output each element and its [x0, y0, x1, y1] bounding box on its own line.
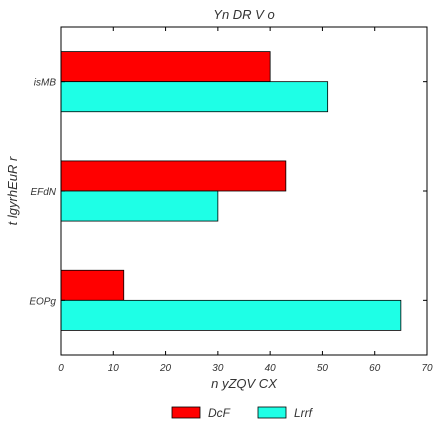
plot-frame — [60, 26, 428, 356]
chart-title: Yn DR V o — [213, 7, 274, 22]
legend-label-DcF: DcF — [208, 406, 231, 420]
legend: DcF Lrrf — [171, 406, 314, 420]
y-axis-ticks: isMB EFdN EOPg — [29, 78, 427, 307]
x-tick-label: 30 — [212, 363, 224, 374]
x-tick-label: 50 — [317, 363, 329, 374]
bar-DcF-isMB — [60, 51, 271, 83]
x-tick-label: 70 — [421, 363, 433, 374]
y-tick-label: EFdN — [30, 187, 56, 198]
x-axis-label: n yZQV CX — [211, 376, 278, 391]
y-axis-label: t lgyrhEuR r — [5, 156, 20, 225]
bar-DcF-EOPg — [60, 269, 125, 301]
y-tick-label: EOPg — [29, 296, 56, 307]
x-tick-label: 60 — [369, 363, 381, 374]
legend-swatch-DcF — [171, 406, 201, 419]
legend-label-Lrrf: Lrrf — [294, 406, 314, 420]
legend-swatch-Lrrf — [257, 406, 287, 419]
y-tick-label: isMB — [34, 78, 57, 89]
x-tick-label: 0 — [58, 363, 64, 374]
bar-DcF-EFdN — [60, 160, 287, 192]
bar-Lrrf-isMB — [60, 81, 329, 113]
bar-Lrrf-EFdN — [60, 190, 219, 222]
x-tick-label: 10 — [108, 363, 120, 374]
bar-Lrrf-EOPg — [60, 299, 402, 331]
x-tick-label: 40 — [265, 363, 277, 374]
x-axis-ticks: 0 10 20 30 40 50 60 70 — [58, 27, 433, 374]
bars-group — [60, 51, 402, 331]
x-tick-label: 20 — [159, 363, 172, 374]
